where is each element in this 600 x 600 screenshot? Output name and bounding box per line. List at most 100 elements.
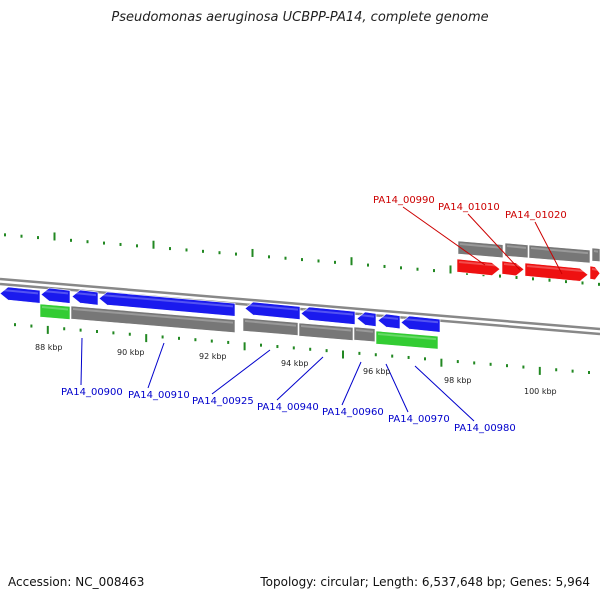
gene-label-bottom: PA14_00900: [61, 387, 123, 398]
tick-mark-upper: [119, 242, 122, 246]
tick-mark-upper: [515, 275, 518, 279]
gene-highlight: [355, 329, 374, 333]
genome-summary-text: Topology: circular; Length: 6,537,648 bp…: [260, 575, 590, 589]
scale-label: 100 kbp: [524, 387, 557, 396]
gene-arrow-reverse: [589, 265, 600, 281]
gene-block-gray: [504, 242, 529, 259]
gene-highlight: [72, 308, 234, 324]
tick-mark-lower: [489, 362, 492, 366]
tick-mark-upper: [598, 282, 600, 286]
tick-mark-upper: [53, 232, 56, 241]
gene-highlight: [458, 261, 499, 267]
tick-mark-upper: [218, 251, 221, 255]
gene-highlight: [526, 265, 587, 273]
tick-mark-lower: [260, 343, 262, 347]
tick-mark-upper: [235, 252, 237, 256]
tick-mark-lower: [342, 350, 344, 359]
tick-mark-lower: [440, 358, 443, 367]
gene-highlight: [41, 306, 69, 311]
tick-mark-lower: [145, 334, 148, 343]
gene-highlight: [244, 320, 297, 327]
leader-line: [211, 349, 271, 395]
label-leader-lines: [80, 206, 563, 422]
scale-labels: 88 kbp 90 kbp 92 kbp 94 kbp 96 kbp 98 kbp 100 …: [35, 343, 557, 396]
tick-mark-lower: [161, 335, 164, 339]
leader-line: [385, 363, 409, 413]
gene-block-green: [39, 303, 71, 320]
tick-mark-lower: [178, 336, 180, 340]
tick-mark-lower: [407, 355, 410, 359]
map-title: Pseudomonas aeruginosa UCBPP-PA14, compl…: [111, 10, 489, 25]
tick-mark-upper: [284, 256, 287, 260]
scale-label: 88 kbp: [35, 343, 63, 352]
tick-mark-lower: [46, 325, 49, 334]
backbone-line-upper: [0, 277, 600, 331]
scale-label: 96 kbp: [363, 367, 391, 376]
gene-block-green: [375, 330, 439, 350]
tick-mark-lower: [227, 340, 230, 344]
tick-mark-upper: [86, 240, 89, 244]
gene-highlight: [593, 250, 599, 253]
tick-mark-lower: [96, 330, 98, 333]
tick-mark-upper: [400, 266, 402, 270]
tick-mark-upper: [103, 241, 105, 245]
leader-line: [534, 221, 563, 275]
tick-mark-upper: [532, 277, 534, 281]
tick-mark-upper: [565, 280, 567, 284]
gene-label-top: PA14_00990: [373, 195, 435, 206]
gene-arrow-forward: [71, 289, 99, 306]
leader-line: [414, 365, 475, 422]
tick-mark-upper: [169, 247, 171, 251]
gene-arrow-forward: [244, 301, 301, 320]
gene-arrow-forward: [0, 286, 41, 304]
scale-label: 90 kbp: [117, 348, 145, 357]
tick-mark-lower: [292, 346, 295, 350]
scale-label: 94 kbp: [281, 359, 309, 368]
tick-mark-lower: [473, 361, 476, 365]
gene-arrow-forward: [400, 315, 441, 333]
tick-mark-upper: [383, 264, 386, 268]
tick-mark-lower: [79, 328, 82, 332]
tick-mark-upper: [317, 259, 320, 263]
leader-line: [80, 337, 83, 386]
leader-line: [467, 213, 521, 271]
tick-mark-upper: [416, 267, 419, 271]
tick-mark-upper: [70, 238, 72, 242]
tick-mark-lower: [112, 331, 115, 335]
tick-mark-upper: [152, 240, 155, 249]
gene-block-gray: [298, 322, 354, 341]
tick-mark-upper: [136, 244, 138, 248]
gene-highlight: [503, 263, 523, 267]
tick-mark-upper: [268, 255, 270, 259]
tick-mark-lower: [14, 323, 16, 327]
tick-mark-lower: [194, 338, 197, 342]
gene-highlight: [358, 314, 375, 318]
leader-line: [147, 342, 165, 389]
tick-mark-lower: [210, 339, 213, 343]
tick-mark-lower: [456, 360, 459, 364]
gene-label-bottom: PA14_00980: [454, 423, 516, 434]
tick-mark-lower: [538, 366, 541, 375]
tick-mark-upper: [185, 248, 188, 252]
gene-highlight: [402, 318, 439, 324]
tick-mark-lower: [424, 357, 426, 361]
gene-arrow-reverse: [524, 262, 589, 282]
gene-block-gray: [242, 317, 299, 336]
gene-arrow-forward: [300, 306, 356, 325]
gene-highlight: [246, 304, 299, 311]
gene-block-gray: [70, 305, 236, 333]
tick-mark-lower: [555, 368, 558, 372]
tick-mark-upper: [449, 265, 452, 274]
tick-mark-lower: [325, 349, 328, 353]
gene-block-gray: [591, 247, 600, 262]
tick-mark-upper: [466, 271, 468, 275]
gene-highlight: [100, 294, 234, 308]
gene-arrow-forward: [40, 287, 71, 304]
tick-mark-lower: [243, 342, 246, 351]
tick-mark-upper: [581, 281, 584, 285]
tick-mark-upper: [301, 258, 303, 262]
tick-mark-upper: [251, 248, 254, 257]
gene-block-gray: [353, 326, 376, 343]
gene-block-gray: [528, 244, 591, 264]
